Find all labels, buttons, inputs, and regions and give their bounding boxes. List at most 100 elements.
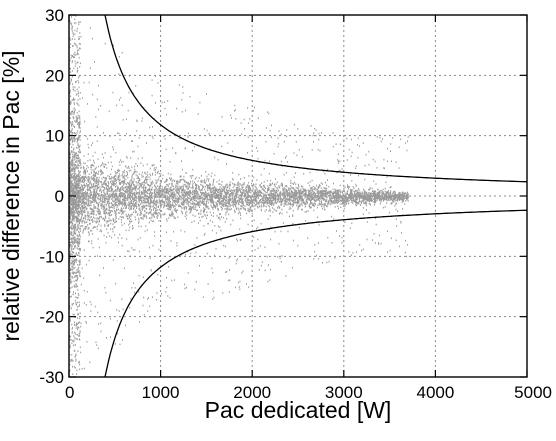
scatter-point [172, 215, 174, 217]
scatter-point [327, 236, 329, 239]
scatter-point [217, 209, 219, 212]
scatter-point [395, 239, 397, 242]
scatter-point [190, 252, 192, 255]
scatter-point [117, 169, 118, 172]
scatter-point [208, 178, 210, 180]
scatter-point [128, 167, 130, 170]
scatter-point [301, 208, 303, 211]
scatter-point [383, 199, 385, 201]
scatter-point [258, 194, 260, 197]
scatter-point [227, 198, 229, 201]
scatter-point [184, 183, 186, 186]
scatter-point [116, 190, 118, 193]
scatter-point [110, 178, 112, 180]
scatter-point [241, 191, 243, 194]
scatter-point [406, 198, 408, 201]
scatter-point [192, 182, 194, 185]
scatter-point [270, 203, 272, 205]
scatter-point [219, 194, 221, 197]
scatter-point [80, 283, 82, 286]
scatter-point [200, 183, 202, 186]
scatter-point [365, 196, 367, 198]
scatter-point [249, 203, 250, 206]
scatter-point [257, 191, 259, 193]
scatter-point [345, 197, 347, 199]
scatter-point [180, 206, 182, 208]
scatter-point [134, 187, 136, 190]
scatter-point [278, 185, 280, 187]
scatter-point [82, 213, 83, 216]
scatter-point [84, 180, 85, 182]
scatter-point [390, 190, 392, 192]
scatter-point [211, 200, 213, 203]
scatter-point [380, 200, 382, 202]
scatter-point [138, 173, 140, 175]
scatter-point [193, 202, 195, 205]
scatter-point [137, 177, 139, 179]
scatter-point [355, 167, 357, 170]
scatter-point [123, 169, 125, 172]
scatter-point [181, 111, 183, 113]
scatter-point [118, 190, 120, 192]
scatter-point [402, 199, 403, 202]
scatter-point [78, 214, 80, 216]
scatter-point [289, 203, 291, 205]
scatter-point [147, 201, 149, 204]
scatter-point [197, 195, 199, 198]
scatter-point [93, 183, 94, 185]
scatter-point [134, 216, 136, 218]
scatter-point [279, 213, 280, 215]
scatter-point [115, 151, 117, 154]
scatter-point [206, 205, 208, 207]
scatter-point [115, 204, 116, 207]
scatter-point [100, 215, 102, 218]
scatter-point [75, 193, 76, 196]
scatter-point [132, 207, 134, 210]
scatter-point [162, 190, 164, 192]
scatter-point [132, 188, 134, 190]
scatter-point [94, 189, 95, 192]
scatter-point [91, 209, 93, 212]
scatter-point [119, 170, 121, 172]
scatter-point [151, 213, 153, 215]
scatter-point [78, 205, 80, 207]
scatter-point [329, 203, 331, 206]
scatter-point [396, 194, 398, 196]
scatter-point [188, 191, 190, 194]
scatter-point [200, 200, 202, 203]
scatter-point [132, 282, 134, 284]
scatter-point [166, 231, 167, 234]
scatter-point [224, 198, 225, 201]
scatter-point [260, 191, 262, 194]
scatter-point [137, 192, 139, 194]
scatter-point [326, 187, 328, 190]
scatter-point [173, 279, 175, 281]
scatter-point [276, 189, 277, 192]
scatter-point [119, 203, 120, 206]
scatter-point [350, 189, 352, 191]
scatter-point [397, 200, 399, 202]
scatter-point [309, 181, 311, 183]
scatter-point [109, 135, 111, 137]
scatter-point [90, 171, 92, 174]
scatter-point [71, 61, 73, 64]
scatter-point [257, 157, 259, 160]
scatter-point [155, 166, 157, 169]
scatter-point [154, 196, 156, 198]
scatter-point [96, 217, 98, 220]
scatter-point [168, 198, 170, 201]
scatter-point [213, 193, 215, 195]
scatter-point [312, 134, 314, 137]
scatter-point [93, 216, 94, 219]
scatter-point [225, 202, 227, 205]
scatter-point [101, 195, 103, 198]
scatter-point [99, 212, 101, 214]
scatter-point [123, 203, 125, 206]
scatter-point [152, 213, 154, 216]
scatter-point [267, 187, 269, 189]
scatter-point [100, 180, 102, 183]
scatter-point [147, 171, 149, 174]
scatter-point [160, 194, 162, 197]
scatter-point [257, 197, 259, 200]
scatter-point [149, 185, 151, 187]
